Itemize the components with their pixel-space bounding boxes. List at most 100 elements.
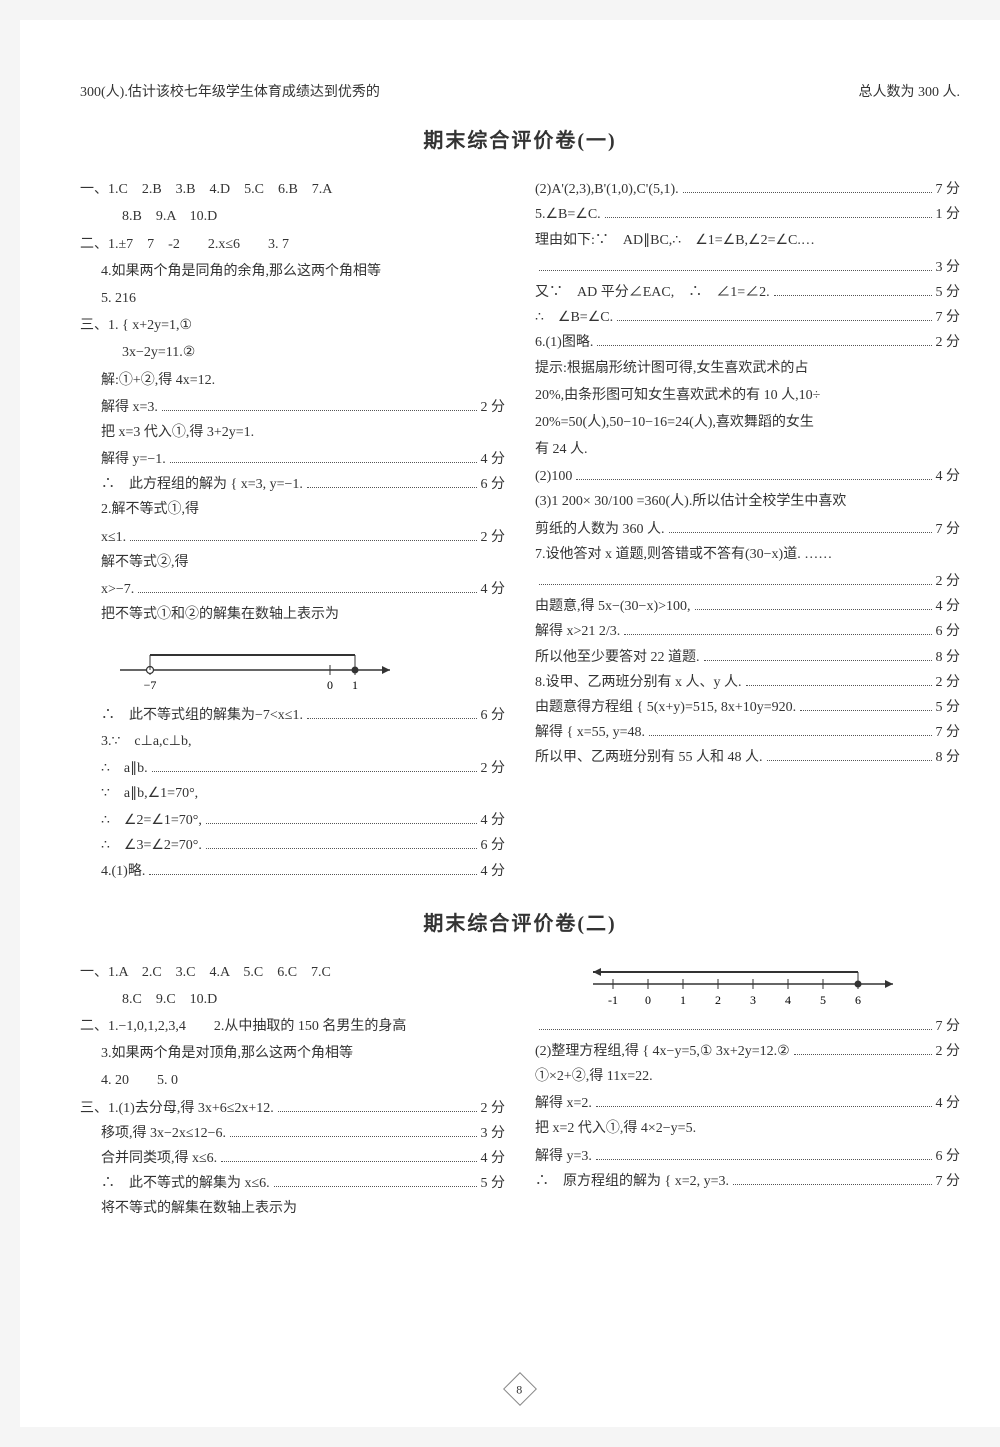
leader-dots xyxy=(138,592,476,593)
scored-line: 8.设甲、乙两班分别有 x 人、y 人.2 分 xyxy=(535,670,960,695)
line-text: 所以甲、乙两班分别有 55 人和 48 人. xyxy=(535,745,763,770)
top-left-text: 300(人).估计该校七年级学生体育成绩达到优秀的 xyxy=(80,80,380,105)
text-line: ∵ a∥b,∠1=70°, xyxy=(80,781,505,806)
score-label: 4 分 xyxy=(936,1091,961,1116)
score-label: 6 分 xyxy=(481,472,506,497)
text-line: 把不等式①和②的解集在数轴上表示为 xyxy=(80,602,505,627)
leader-dots xyxy=(683,192,932,193)
line-text: 5.∠B=∠C. xyxy=(535,202,601,227)
scored-line: 4.(1)略.4 分 xyxy=(80,859,505,884)
leader-dots xyxy=(539,270,932,271)
text-line: 8.B 9.A 10.D xyxy=(80,204,505,229)
score-label: 6 分 xyxy=(481,703,506,728)
scored-line: ∴ a∥b.2 分 xyxy=(80,756,505,781)
score-label: 7 分 xyxy=(936,1169,961,1194)
text-line: 4.如果两个角是同角的余角,那么这两个角相等 xyxy=(80,259,505,284)
scored-line: x≤1.2 分 xyxy=(80,525,505,550)
page: 300(人).估计该校七年级学生体育成绩达到优秀的 总人数为 300 人. 期末… xyxy=(20,20,1000,1427)
text-line: 二、1.−1,0,1,2,3,4 2.从中抽取的 150 名男生的身高 xyxy=(80,1014,505,1039)
score-label: 2 分 xyxy=(936,670,961,695)
score-label: 2 分 xyxy=(481,525,506,550)
scored-line: 所以他至少要答对 22 道题.8 分 xyxy=(535,645,960,670)
line-text: 合并同类项,得 x≤6. xyxy=(101,1146,217,1171)
leader-dots xyxy=(704,660,932,661)
text-line: 把 x=2 代入①,得 4×2−y=5. xyxy=(535,1116,960,1141)
line-text: (2)A'(2,3),B'(1,0),C'(5,1). xyxy=(535,177,679,202)
svg-text:0: 0 xyxy=(645,993,651,1007)
leader-dots xyxy=(539,584,932,585)
scored-line: ∴ ∠2=∠1=70°,4 分 xyxy=(80,808,505,833)
scored-line: x>−7.4 分 xyxy=(80,577,505,602)
score-label: 2 分 xyxy=(481,1096,506,1121)
score-label: 8 分 xyxy=(936,645,961,670)
text-line: 把 x=3 代入①,得 3+2y=1. xyxy=(80,420,505,445)
leader-dots xyxy=(695,609,932,610)
scored-line: ∴ ∠3=∠2=70°.6 分 xyxy=(80,833,505,858)
scored-line: 解得 y=3.6 分 xyxy=(535,1144,960,1169)
leader-dots xyxy=(230,1136,477,1137)
scored-line: 由题意,得 5x−(30−x)>100, 4 分 xyxy=(535,594,960,619)
scored-line: 2 分 xyxy=(535,569,960,594)
leader-dots xyxy=(221,1161,476,1162)
score-label: 6 分 xyxy=(936,1144,961,1169)
text-line: 3.如果两个角是对顶角,那么这两个角相等 xyxy=(80,1041,505,1066)
svg-text:4: 4 xyxy=(785,993,791,1007)
line-text: ∴ a∥b. xyxy=(101,756,148,781)
exam1-columns: 一、1.C 2.B 3.B 4.D 5.C 6.B 7.A8.B 9.A 10.… xyxy=(80,177,960,884)
line-text: ∴ 此不等式组的解集为−7<x≤1. xyxy=(101,703,303,728)
text-line: 有 24 人. xyxy=(535,437,960,462)
score-label: 2 分 xyxy=(936,330,961,355)
leader-dots xyxy=(596,1159,932,1160)
text-line: ①×2+②,得 11x=22. xyxy=(535,1064,960,1089)
score-label: 7 分 xyxy=(936,720,961,745)
score-label: 4 分 xyxy=(936,464,961,489)
leader-dots xyxy=(605,217,932,218)
text-line: 3x−2y=11.② xyxy=(80,340,505,365)
leader-dots xyxy=(596,1106,932,1107)
line-text: 由题意,得 5x−(30−x)>100, xyxy=(535,594,691,619)
score-label: 3 分 xyxy=(936,255,961,280)
svg-text:3: 3 xyxy=(750,993,756,1007)
leader-dots xyxy=(206,823,477,824)
leader-dots xyxy=(278,1111,477,1112)
scored-line: 解得 y=−1.4 分 xyxy=(80,447,505,472)
scored-line: ∴ 原方程组的解为 { x=2, y=3. 7 分 xyxy=(535,1169,960,1194)
score-label: 8 分 xyxy=(936,745,961,770)
top-right-text: 总人数为 300 人. xyxy=(859,80,961,105)
score-label: 4 分 xyxy=(481,447,506,472)
line-text: ∴ ∠3=∠2=70°. xyxy=(101,833,202,858)
svg-text:1: 1 xyxy=(352,678,358,692)
line-text: 解得 x=2. xyxy=(535,1091,592,1116)
line-text: 解得 { x=55, y=48. xyxy=(535,720,645,745)
line-text: ∴ 此方程组的解为 { x=3, y=−1. xyxy=(101,472,303,497)
text-line: 二、1.±7 7 -2 2.x≤6 3. 7 xyxy=(80,232,505,257)
line-text: (2)整理方程组,得 { 4x−y=5,① 3x+2y=12.② xyxy=(535,1039,790,1064)
scored-line: 解得 x=3. 2 分 xyxy=(80,395,505,420)
text-line: 20%=50(人),50−10−16=24(人),喜欢舞蹈的女生 xyxy=(535,410,960,435)
scored-line: 由题意得方程组 { 5(x+y)=515, 8x+10y=920.5 分 xyxy=(535,695,960,720)
svg-text:6: 6 xyxy=(855,993,861,1007)
scored-line: 3 分 xyxy=(535,255,960,280)
leader-dots xyxy=(733,1184,931,1185)
leader-dots xyxy=(597,345,931,346)
line-text: 三、1.(1)去分母,得 3x+6≤2x+12. xyxy=(80,1096,274,1121)
scored-line: (2)整理方程组,得 { 4x−y=5,① 3x+2y=12.②2 分 xyxy=(535,1039,960,1064)
number-line-diagram-1: −7 0 1 xyxy=(110,635,410,695)
leader-dots xyxy=(800,710,931,711)
line-text: 解得 x=3. xyxy=(101,395,158,420)
text-line: 提示:根据扇形统计图可得,女生喜欢武术的占 xyxy=(535,356,960,381)
line-text: ∴ 原方程组的解为 { x=2, y=3. xyxy=(535,1169,729,1194)
score-label: 3 分 xyxy=(481,1121,506,1146)
text-line: 4. 20 5. 0 xyxy=(80,1068,505,1093)
score-label: 5 分 xyxy=(481,1171,506,1196)
text-line: 一、1.A 2.C 3.C 4.A 5.C 6.C 7.C xyxy=(80,960,505,985)
line-text: 由题意得方程组 { 5(x+y)=515, 8x+10y=920. xyxy=(535,695,796,720)
score-label: 2 分 xyxy=(481,395,506,420)
scored-line: (2)1004 分 xyxy=(535,464,960,489)
line-text: ∴ 此不等式的解集为 x≤6. xyxy=(101,1171,270,1196)
scored-line: 移项,得 3x−2x≤12−6.3 分 xyxy=(80,1121,505,1146)
svg-text:-1: -1 xyxy=(608,993,618,1007)
score-label: 4 分 xyxy=(481,1146,506,1171)
exam2-right-col: -101234567 分(2)整理方程组,得 { 4x−y=5,① 3x+2y=… xyxy=(535,960,960,1224)
score-label: 4 分 xyxy=(936,594,961,619)
